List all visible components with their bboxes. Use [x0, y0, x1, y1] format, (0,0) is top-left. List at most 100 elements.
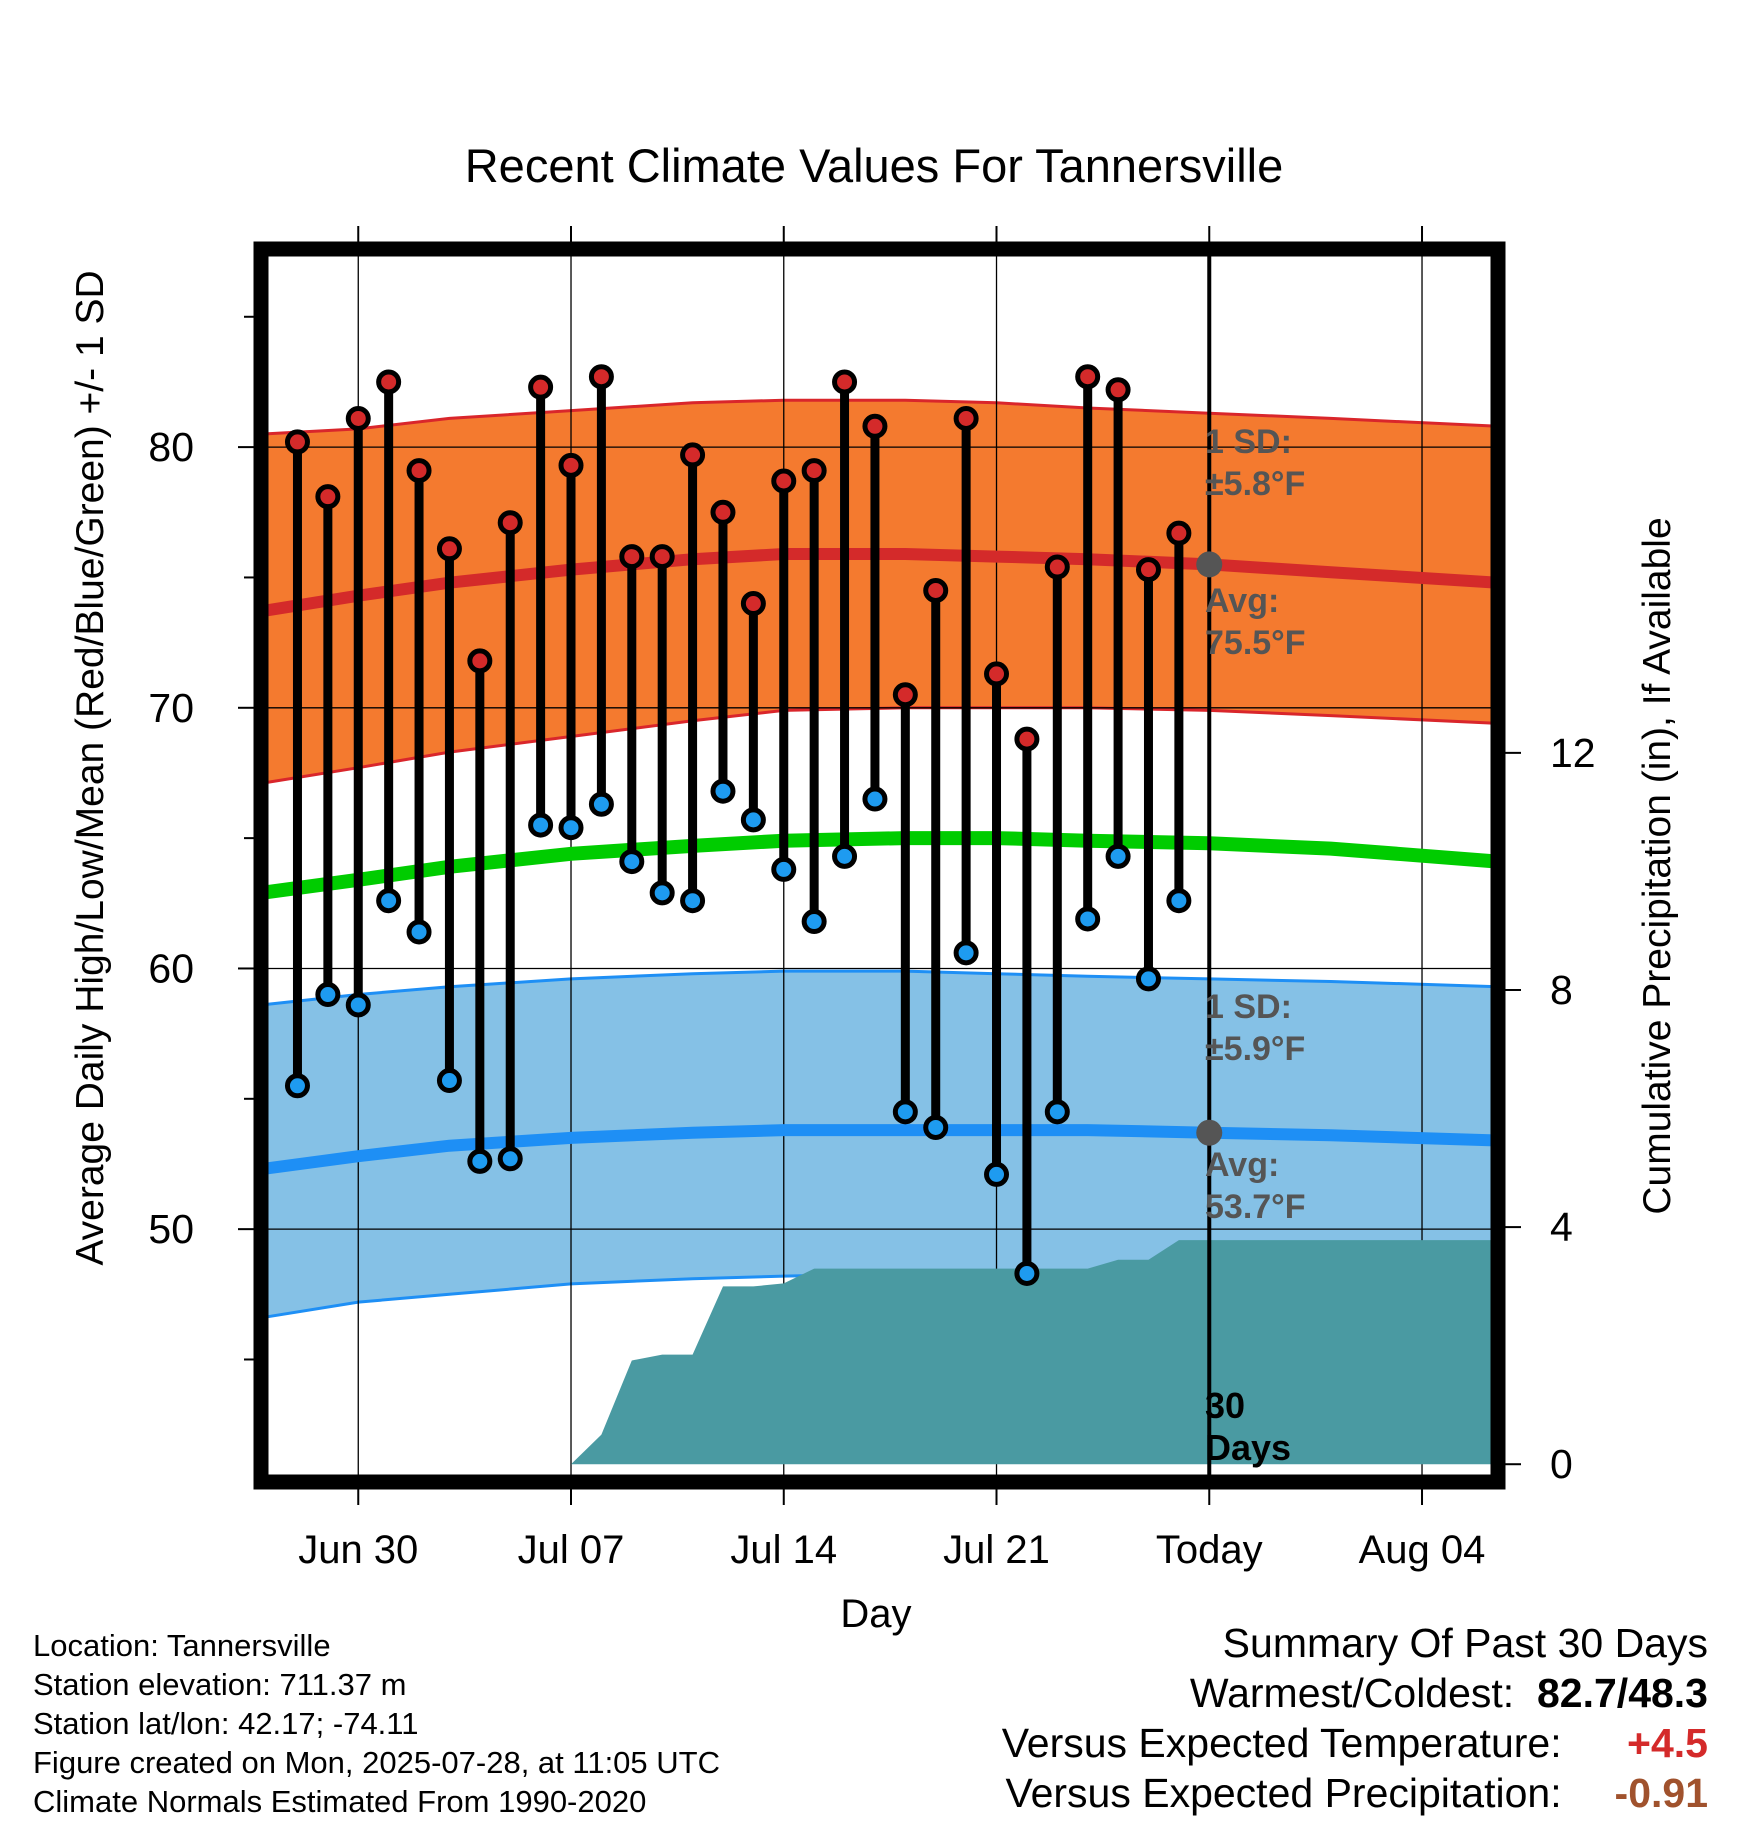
daily-low-point: [528, 812, 554, 838]
plot-frame: [253, 241, 1506, 1490]
daily-low-point: [436, 1068, 462, 1094]
precip-area: [571, 1240, 1498, 1465]
precip-value: -0.91: [1614, 1770, 1708, 1816]
daily-high-point: [680, 442, 706, 468]
temp-label: Versus Expected Temperature:: [1001, 1720, 1562, 1766]
daily-low-point: [923, 1114, 949, 1140]
x-tick-label: Jul 14: [730, 1528, 837, 1572]
daily-high-point: [832, 369, 858, 395]
daily-low-point: [1044, 1099, 1070, 1125]
low-avg-value: 53.7°F: [1205, 1188, 1306, 1226]
daily-low-point: [619, 849, 645, 875]
daily-low-point: [588, 791, 614, 817]
daily-low-point: [953, 940, 979, 966]
y-tick-label: 60: [148, 945, 194, 991]
daily-high-point: [558, 452, 584, 478]
daily-low-point: [1105, 843, 1131, 869]
daily-low-point: [892, 1099, 918, 1125]
y2-tick-label: 4: [1550, 1204, 1573, 1250]
today-high-avg-dot: [1196, 551, 1223, 578]
y-axis-label: Average Daily High/Low/Mean (Red/Blue/Gr…: [69, 270, 112, 1266]
y2-tick-label: 12: [1550, 730, 1596, 776]
axis-ticks: 50 60 70 80 0 4 8 12 Jun 30 Jul 07 Jul 14 Jul 21 Tod…: [148, 226, 1596, 1572]
today-low-avg-dot: [1196, 1119, 1223, 1146]
daily-range-bars: [284, 364, 1192, 1286]
daily-low-point: [680, 888, 706, 914]
daily-high-point: [649, 544, 675, 570]
latlon-text: Station lat/lon: 42.17; -74.11: [33, 1706, 419, 1741]
daily-low-point: [801, 909, 827, 935]
precip-label: Versus Expected Precipitation:: [1005, 1770, 1562, 1816]
temp-value: +4.5: [1627, 1720, 1708, 1766]
days-annotation-label: Days: [1205, 1427, 1291, 1468]
high-sd-value: ±5.8°F: [1205, 465, 1305, 503]
daily-high-point: [892, 682, 918, 708]
daily-low-point: [345, 992, 371, 1018]
daily-high-point: [771, 468, 797, 494]
chart-title: Recent Climate Values For Tannersville: [464, 139, 1284, 192]
x-tick-label: Jul 21: [943, 1528, 1050, 1572]
low-sd-value: ±5.9°F: [1205, 1030, 1305, 1068]
high-sd-annotation: 1 SD:: [1205, 423, 1292, 461]
daily-high-point: [588, 364, 614, 390]
daily-low-point: [558, 815, 584, 841]
daily-high-point: [467, 648, 493, 674]
elevation-text: Station elevation: 711.37 m: [33, 1667, 407, 1702]
daily-low-point: [406, 919, 432, 945]
daily-high-point: [1135, 557, 1161, 583]
daily-low-point: [467, 1148, 493, 1174]
created-text: Figure created on Mon, 2025-07-28, at 11…: [33, 1745, 720, 1780]
y-tick-label: 70: [148, 685, 194, 731]
daily-high-point: [619, 544, 645, 570]
daily-low-point: [315, 982, 341, 1008]
x-tick-label: Jul 07: [518, 1528, 625, 1572]
low-sd-annotation: 1 SD:: [1205, 988, 1292, 1026]
x-axis-label: Day: [840, 1592, 912, 1636]
summary-warm-cold: Warmest/Coldest: 82.7/48.3: [1190, 1670, 1708, 1717]
daily-low-point: [497, 1146, 523, 1172]
daily-low-point: [376, 888, 402, 914]
daily-low-point: [1135, 966, 1161, 992]
daily-low-point: [649, 880, 675, 906]
normals-text: Climate Normals Estimated From 1990-2020: [33, 1784, 647, 1819]
summary-heading: Summary Of Past 30 Days: [1222, 1620, 1708, 1666]
daily-high-point: [1075, 364, 1101, 390]
daily-low-point: [740, 807, 766, 833]
x-tick-label: Today: [1156, 1528, 1263, 1572]
daily-high-point: [984, 661, 1010, 687]
daily-high-point: [528, 374, 554, 400]
daily-high-point: [1166, 520, 1192, 546]
daily-low-point: [862, 786, 888, 812]
x-tick-label: Jun 30: [298, 1528, 418, 1572]
daily-high-point: [862, 413, 888, 439]
summary-precip: Versus Expected Precipitation: -0.91: [1006, 1770, 1709, 1817]
high-avg-value: 75.5°F: [1205, 624, 1306, 662]
daily-high-point: [710, 499, 736, 525]
daily-high-point: [1044, 554, 1070, 580]
high-avg-annotation: Avg:: [1205, 582, 1279, 620]
low-sd-band: [261, 971, 1498, 1318]
daily-high-point: [284, 429, 310, 455]
daily-high-point: [315, 484, 341, 510]
daily-high-point: [923, 577, 949, 603]
summary-temp: Versus Expected Temperature: +4.5: [1002, 1720, 1708, 1767]
daily-low-point: [771, 856, 797, 882]
today-marker: [1196, 249, 1223, 1482]
daily-low-point: [1014, 1260, 1040, 1286]
days-annotation: 30: [1205, 1385, 1245, 1426]
daily-low-point: [1166, 888, 1192, 914]
y2-tick-label: 0: [1550, 1441, 1573, 1487]
daily-low-point: [284, 1073, 310, 1099]
y-tick-label: 50: [148, 1206, 194, 1252]
low-avg-annotation: Avg:: [1205, 1146, 1279, 1184]
daily-high-point: [1014, 726, 1040, 752]
daily-high-point: [406, 458, 432, 484]
warm-cold-value: 82.7/48.3: [1537, 1670, 1708, 1716]
daily-high-point: [740, 591, 766, 617]
location-text: Location: Tannersville: [33, 1628, 331, 1663]
daily-high-point: [497, 510, 523, 536]
daily-low-point: [832, 843, 858, 869]
secondary-y-axis-label: Cumulative Precipitation (in), If Availa…: [1636, 517, 1679, 1215]
low-sd-upper-edge: [260, 969, 1499, 1007]
